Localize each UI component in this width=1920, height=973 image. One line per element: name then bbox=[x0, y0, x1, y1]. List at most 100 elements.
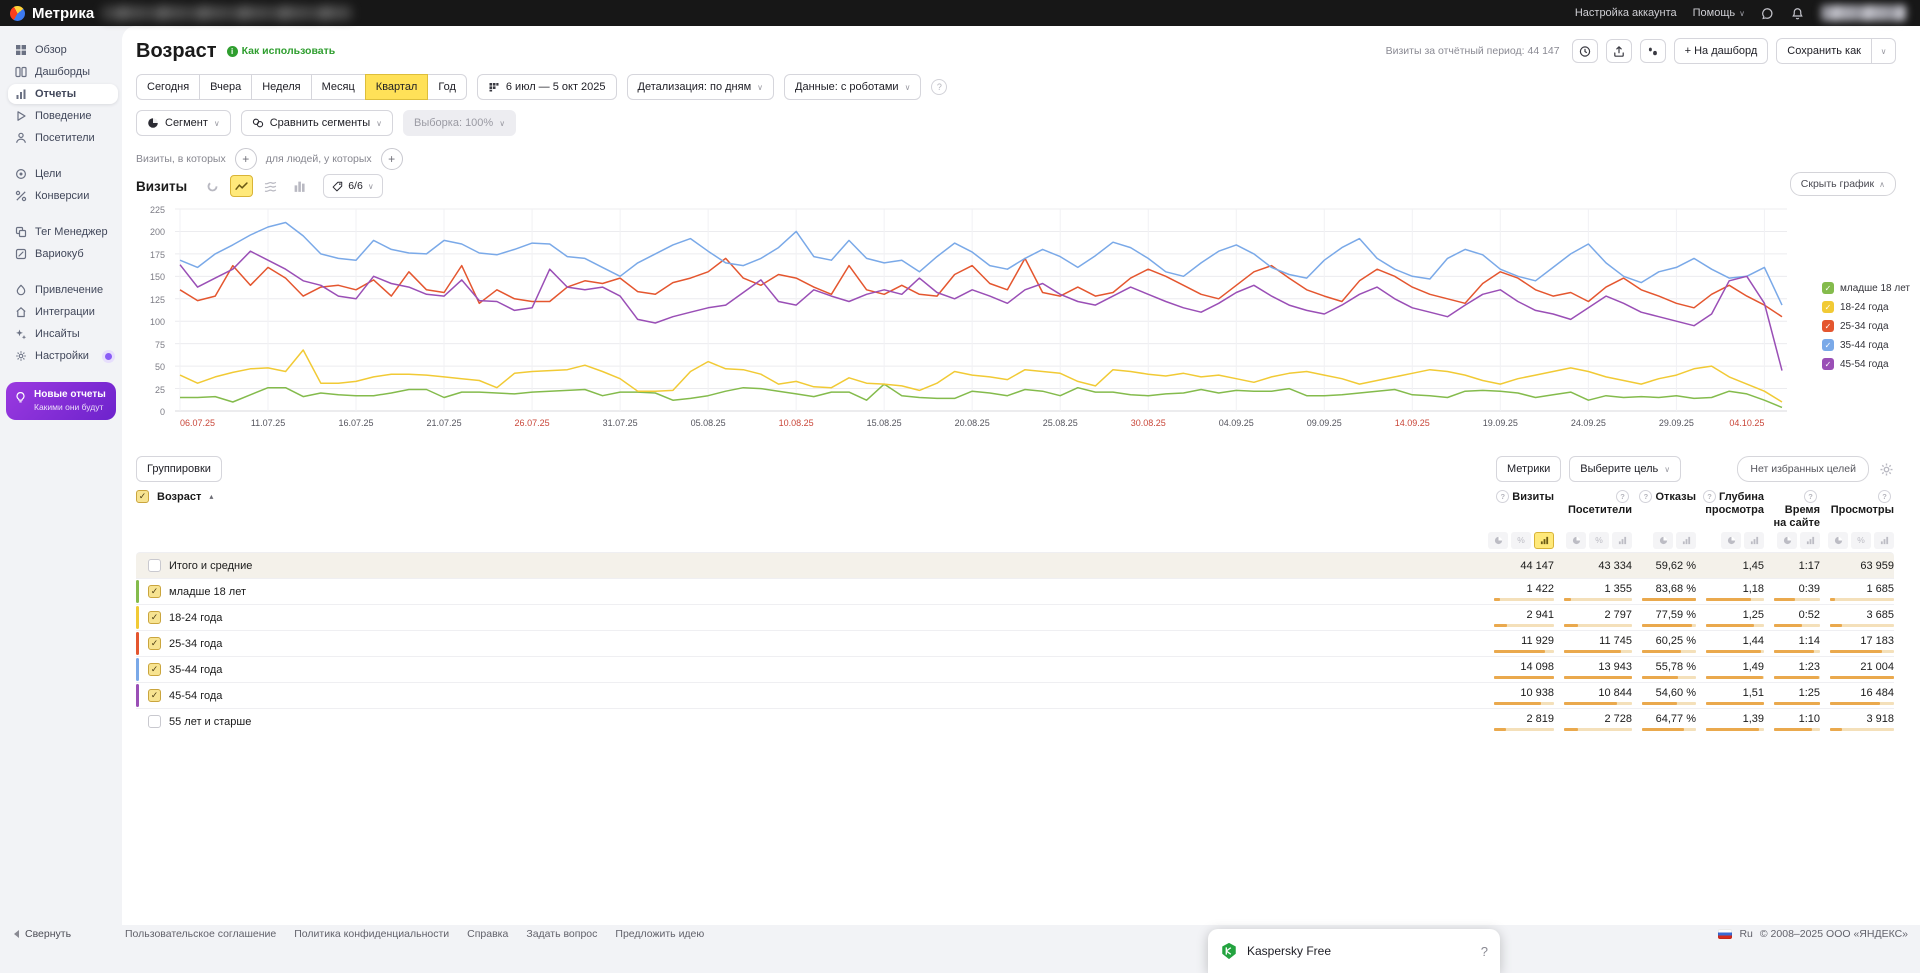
chat-icon[interactable] bbox=[1761, 6, 1775, 20]
segment-button[interactable]: Сегмент ∨ bbox=[136, 110, 231, 136]
chart-type-line-button[interactable] bbox=[230, 175, 254, 197]
period-tab-год[interactable]: Год bbox=[427, 74, 467, 100]
footer-link[interactable]: Задать вопрос bbox=[526, 928, 598, 940]
row-checkbox[interactable]: ✓ bbox=[148, 637, 161, 650]
language-selector[interactable]: Ru bbox=[1739, 928, 1753, 940]
footer-link[interactable]: Политика конфиденциальности bbox=[294, 928, 450, 940]
sidebar-item-вариокуб[interactable]: Вариокуб bbox=[8, 244, 118, 264]
bell-icon[interactable] bbox=[1791, 6, 1805, 20]
kaspersky-help-button[interactable]: ? bbox=[1480, 943, 1488, 959]
metrics-button[interactable]: Метрики bbox=[1496, 456, 1562, 482]
legend-item[interactable]: ✓ 45-54 года bbox=[1822, 358, 1910, 370]
help-tooltip-icon[interactable]: ? bbox=[931, 79, 948, 95]
toggle-pie-icon[interactable] bbox=[1566, 531, 1586, 549]
period-tab-месяц[interactable]: Месяц bbox=[310, 74, 366, 100]
legend-checkbox-icon[interactable]: ✓ bbox=[1822, 320, 1834, 332]
row-checkbox[interactable]: ✓ bbox=[148, 585, 161, 598]
question-icon[interactable]: ? bbox=[1804, 490, 1817, 503]
legend-checkbox-icon[interactable]: ✓ bbox=[1822, 358, 1834, 370]
period-tab-сегодня[interactable]: Сегодня bbox=[136, 74, 201, 100]
legend-item[interactable]: ✓ 25-34 года bbox=[1822, 320, 1910, 332]
period-tab-квартал[interactable]: Квартал bbox=[364, 74, 429, 100]
question-icon[interactable]: ? bbox=[1616, 490, 1629, 503]
footer-link[interactable]: Предложить идею bbox=[615, 928, 705, 940]
kaspersky-popup[interactable]: Kaspersky Free ? bbox=[1208, 929, 1500, 973]
group-checkbox[interactable]: ✓ bbox=[136, 490, 149, 503]
toggle-bar-icon[interactable] bbox=[1744, 531, 1764, 549]
toggle-pie-icon[interactable] bbox=[1777, 531, 1797, 549]
column-header-глубина-просмотра[interactable]: ? Глубина просмотра bbox=[1696, 490, 1764, 517]
hide-chart-button[interactable]: Скрыть график ∧ bbox=[1789, 172, 1896, 196]
legend-checkbox-icon[interactable]: ✓ bbox=[1822, 282, 1834, 294]
sidebar-item-привлечение[interactable]: Привлечение bbox=[8, 280, 118, 300]
legend-checkbox-icon[interactable]: ✓ bbox=[1822, 339, 1834, 351]
sidebar-item-обзор[interactable]: Обзор bbox=[8, 40, 118, 60]
collapse-sidebar-button[interactable]: Свернуть bbox=[14, 928, 71, 940]
toggle-pie-icon[interactable] bbox=[1653, 531, 1673, 549]
chart-type-donut-button[interactable] bbox=[201, 175, 224, 197]
new-reports-promo[interactable]: Новые отчеты Какими они будут bbox=[6, 382, 116, 420]
footer-link[interactable]: Справка bbox=[467, 928, 509, 940]
row-checkbox[interactable] bbox=[148, 715, 161, 728]
question-icon[interactable]: ? bbox=[1496, 490, 1510, 503]
gear-icon[interactable] bbox=[1879, 462, 1894, 477]
legend-checkbox-icon[interactable]: ✓ bbox=[1822, 301, 1834, 313]
sampling-select[interactable]: Выборка: 100% ∨ bbox=[403, 110, 517, 136]
compare-segments-button[interactable]: Сравнить сегменты ∨ bbox=[240, 110, 393, 136]
row-checkbox[interactable]: ✓ bbox=[148, 663, 161, 676]
question-icon[interactable]: ? bbox=[1703, 490, 1717, 503]
save-as-button[interactable]: Сохранить как bbox=[1776, 38, 1872, 64]
toggle-bar-icon[interactable] bbox=[1534, 531, 1554, 549]
question-icon[interactable]: ? bbox=[1639, 490, 1653, 503]
user-avatar-blurred[interactable] bbox=[1821, 5, 1906, 21]
toggle-bar-icon[interactable] bbox=[1676, 531, 1696, 549]
legend-item[interactable]: ✓ младше 18 лет bbox=[1822, 282, 1910, 294]
footer-link[interactable]: Пользовательское соглашение bbox=[125, 928, 277, 940]
toggle-percent-icon[interactable]: % bbox=[1589, 531, 1609, 549]
toggle-bar-icon[interactable] bbox=[1800, 531, 1820, 549]
data-mode-select[interactable]: Данные: с роботами ∨ bbox=[784, 74, 922, 100]
period-tab-вчера[interactable]: Вчера bbox=[199, 74, 253, 100]
export-button[interactable] bbox=[1605, 39, 1632, 63]
toggle-pie-icon[interactable] bbox=[1721, 531, 1741, 549]
groupings-button[interactable]: Группировки bbox=[136, 456, 222, 482]
sidebar-item-цели[interactable]: Цели bbox=[8, 164, 118, 184]
toggle-bar-icon[interactable] bbox=[1612, 531, 1632, 549]
chart-type-columns-button[interactable] bbox=[288, 175, 311, 197]
sidebar-item-настройки[interactable]: Настройки bbox=[8, 346, 118, 366]
goal-select[interactable]: Выберите цель ∨ bbox=[1569, 456, 1682, 482]
visits-line-chart[interactable] bbox=[175, 204, 1787, 416]
row-checkbox[interactable]: ✓ bbox=[148, 611, 161, 624]
toggle-pie-icon[interactable] bbox=[1488, 531, 1508, 549]
counter-name-blurred[interactable] bbox=[102, 6, 352, 20]
metrics-counter-button[interactable]: 6/6 ∨ bbox=[323, 174, 383, 198]
add-people-filter-button[interactable]: + bbox=[380, 148, 403, 170]
sidebar-item-тег-менеджер[interactable]: Тег Менеджер bbox=[8, 222, 118, 242]
sidebar-item-отчеты[interactable]: Отчеты bbox=[8, 84, 118, 104]
how-to-use-link[interactable]: i Как использовать bbox=[226, 45, 335, 57]
toggle-percent-icon[interactable]: % bbox=[1511, 531, 1531, 549]
column-header-посетители[interactable]: ?Посетители bbox=[1554, 490, 1632, 517]
date-range-button[interactable]: 6 июл — 5 окт 2025 bbox=[476, 74, 617, 100]
sidebar-item-интеграции[interactable]: Интеграции bbox=[8, 302, 118, 322]
metrica-brand[interactable]: Метрика bbox=[0, 5, 94, 22]
column-header-просмотры[interactable]: ?Просмотры bbox=[1820, 490, 1894, 517]
sidebar-item-конверсии[interactable]: Конверсии bbox=[8, 186, 118, 206]
history-button[interactable] bbox=[1571, 39, 1598, 63]
sidebar-item-поведение[interactable]: Поведение bbox=[8, 106, 118, 126]
add-visit-filter-button[interactable]: + bbox=[234, 148, 257, 170]
period-tab-неделя[interactable]: Неделя bbox=[251, 74, 312, 100]
column-header-время-на-сайте[interactable]: ?Время на сайте bbox=[1764, 490, 1820, 530]
toggle-pie-icon[interactable] bbox=[1828, 531, 1848, 549]
column-header-отказы[interactable]: ? Отказы bbox=[1632, 490, 1696, 504]
sidebar-item-инсайты[interactable]: Инсайты bbox=[8, 324, 118, 344]
toggle-percent-icon[interactable]: % bbox=[1851, 531, 1871, 549]
legend-item[interactable]: ✓ 18-24 года bbox=[1822, 301, 1910, 313]
favorite-goals-pill[interactable]: Нет избранных целей bbox=[1737, 456, 1869, 482]
account-settings-link[interactable]: Настройка аккаунта bbox=[1574, 7, 1677, 19]
question-icon[interactable]: ? bbox=[1878, 490, 1891, 503]
detail-select[interactable]: Детализация: по дням ∨ bbox=[626, 74, 775, 100]
column-header-визиты[interactable]: ? Визиты bbox=[1484, 490, 1554, 504]
row-checkbox[interactable] bbox=[148, 559, 161, 572]
help-link[interactable]: Помощь ∨ bbox=[1692, 7, 1745, 19]
